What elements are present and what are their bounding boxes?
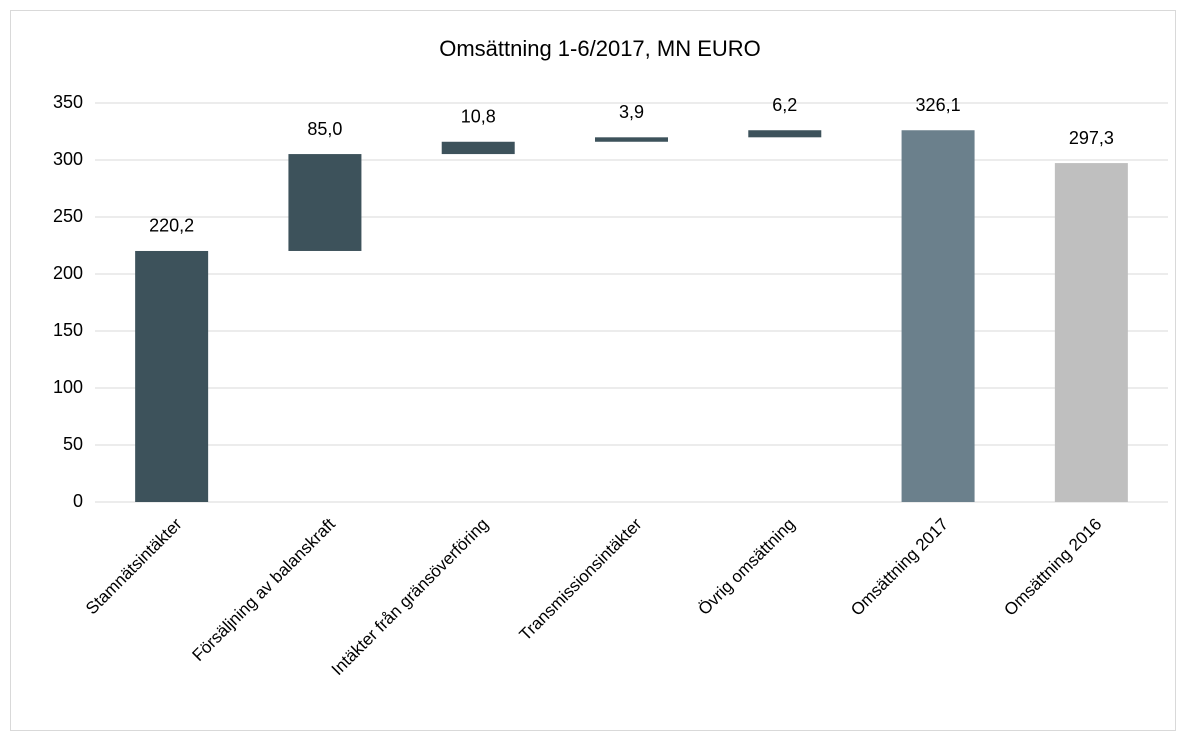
y-tick-label: 200 [53,263,83,283]
y-tick-label: 350 [53,92,83,112]
value-label: 85,0 [307,119,342,139]
value-label: 3,9 [619,102,644,122]
y-tick-label: 50 [63,434,83,454]
y-tick-label: 100 [53,377,83,397]
value-label: 10,8 [461,107,496,127]
bar [1054,163,1128,502]
bar [595,137,668,142]
y-tick-label: 0 [73,491,83,511]
chart-title: Omsättning 1-6/2017, MN EURO [439,36,761,61]
bar [901,130,975,502]
y-tick-label: 300 [53,149,83,169]
bar [288,154,362,251]
value-label: 6,2 [772,95,797,115]
value-label: 297,3 [1069,128,1114,148]
y-tick-label: 150 [53,320,83,340]
value-label: 326,1 [916,95,961,115]
y-tick-label: 250 [53,206,83,226]
bar [748,130,822,138]
bar [441,141,515,155]
value-label: 220,2 [149,216,194,236]
bar [135,250,209,502]
